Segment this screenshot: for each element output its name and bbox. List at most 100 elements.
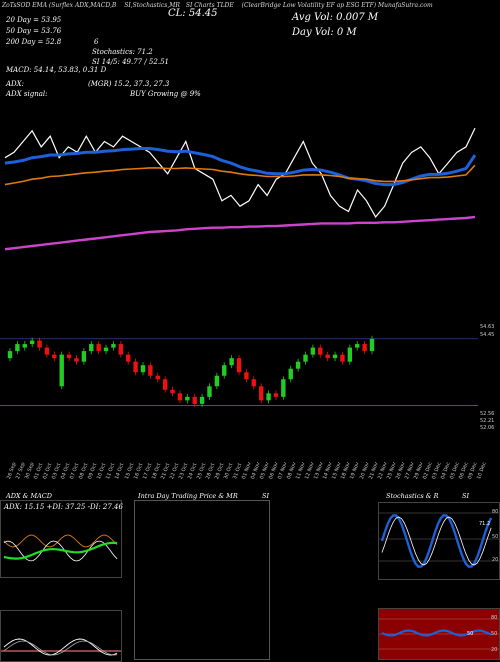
candle-body [355,344,360,348]
candle-body [185,396,190,401]
rsi-level-50: 50 [491,631,498,637]
si-label: SI 14/5: 49.77 / 52.51 [92,58,169,66]
candle-body [74,358,79,362]
candle-body [251,379,256,387]
candle-body [340,354,345,362]
macd-lines [1,638,121,656]
candle-body [281,379,286,397]
intraday-title: Intra Day Trading Price & MR [138,492,238,500]
series-line-ema200 [4,215,476,251]
candle-body [369,338,375,352]
header-line-1: ZoTsSOD EMA (Surflex ADX,MACD,B SI,Stoch… [2,2,498,9]
header-part-1: ZoTsSOD EMA (Surflex ADX,MACD,B [2,2,117,9]
adx-line [3,534,118,548]
candle-body [229,358,234,366]
series-line-ema50 [4,164,476,186]
stoch-panel-si: SI [462,492,470,500]
rsi-level-20: 20 [491,647,498,653]
mgr-label: (MGR) 15.2, 37.3, 27.3 [88,80,170,88]
header-part-2: SI,Stochastics,MR [124,2,180,9]
candle-body [236,358,242,373]
candle-body [199,396,205,404]
candle-body [148,365,153,376]
macd-label: MACD: 54.14, 53.83, 0.31 D [6,66,107,74]
buy-signal: BUY Growing @ 9% [130,90,201,98]
price-top2-label: 54.45 [480,332,495,338]
candle-body [310,347,316,355]
ema200-extra: 6 [94,38,99,46]
candle-body [111,344,116,348]
ema50-label: 50 Day = 53.76 [6,27,62,35]
stoch-panel: 80 50 20 71.2 [378,502,500,580]
stoch-level-50: 50 [492,534,499,540]
ema20-label: 20 Day = 53.95 [6,16,62,24]
day-volume: Day Vol: 0 M [292,27,357,38]
rsi-level-80: 80 [491,615,498,621]
adx-panel-title: ADX & MACD [6,492,52,500]
adx-label: ADX: [6,80,25,88]
candle-body [258,386,264,401]
adx-green-line [3,541,118,560]
intraday-si: SI [262,492,270,500]
candle-body [66,354,72,359]
price-low-label-1: 52.56 [480,411,495,417]
stoch-lines [379,512,499,568]
stoch-panel-title: Stochastics & R [386,492,439,500]
date-axis: 26 Sep 27 Sep 30 Sep 01 Oct 02 Oct 03 Oct 04 O… [0,461,500,484]
candle-body [59,354,64,387]
rsi-lines [379,618,499,650]
stoch-d-line [381,516,492,566]
candle-body [22,344,27,348]
adx-values: ADX: 15.15 +DI: 37.25 -DI: 27.46 [4,503,123,511]
intraday-panel [134,500,270,660]
candle-body [29,340,35,345]
stoch-level-20: 20 [492,557,499,563]
adx-signal-label: ADX signal: [6,90,48,98]
di-line [3,540,118,562]
avg-volume: Avg Vol: 0.007 M [292,12,379,23]
candle-body [362,344,367,352]
candle-body [162,379,168,390]
stoch-label: Stochastics: 71.2 [92,48,153,56]
rsi-value: 50 [467,631,474,637]
header-part-4: (ClearBridge Low Volatility EF [241,2,335,9]
candle-body [37,340,42,348]
candle-body [318,347,323,355]
candle-body [273,393,279,397]
macd-line [3,638,118,656]
close-label: CL: 54.45 [168,8,218,19]
ema-chart [4,127,477,251]
candle-body [81,351,87,362]
candle-body [325,354,330,359]
rsi-line [381,629,492,637]
candle-body [303,354,308,362]
candle-body [332,354,338,359]
candle-body [118,344,124,355]
candle-body [155,375,160,380]
candle-body [126,354,131,362]
candle-body [214,375,220,387]
price-top-label: 54.63 [480,324,495,330]
candle-body [207,386,212,397]
stoch-level-80: 80 [492,509,499,515]
candle-body [103,347,109,352]
candle-body [192,396,197,404]
stoch-value: 71.2 [479,521,491,527]
header-part-5: ap ESG ETF) MunafaSutra.com [336,2,433,9]
candle-body [288,368,293,380]
macd-panel [0,610,122,662]
candle-body [347,347,353,362]
rsi-panel: 80 50 20 50 [378,608,500,660]
adx-panel: ADX: 15.15 +DI: 37.25 -DI: 27.46 [0,500,123,578]
series-line-ema20 [4,147,477,187]
candle-body [44,347,50,355]
candle-body [15,344,20,352]
candle-body [222,365,227,376]
series-line-price [4,127,476,218]
candle-body [295,361,301,369]
candle-body [133,361,138,373]
ema200-label: 200 Day = 52.8 [6,38,62,46]
macd-signal-line [3,640,118,656]
price-low-label-2: 52.21 [480,418,495,424]
adx-lines [3,534,118,562]
